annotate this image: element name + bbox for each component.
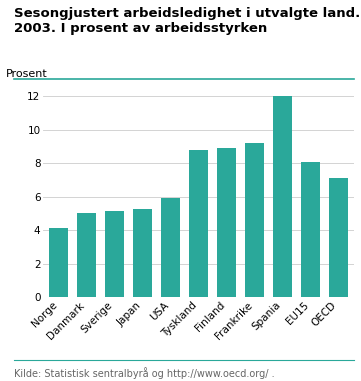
Bar [133,209,152,297]
Bar [77,213,96,297]
Bar [273,96,292,297]
Bar [217,148,236,297]
Bar [189,150,208,297]
Bar [49,227,69,297]
Text: Kilde: Statistisk sentralbyrå og http://www.oecd.org/ .: Kilde: Statistisk sentralbyrå og http://… [14,367,275,379]
Bar [161,198,180,297]
Bar [329,178,348,297]
Bar [105,211,125,297]
Bar [301,162,320,297]
Bar [245,143,264,297]
Text: Sesongjustert arbeidsledighet i utvalgte land. Februar
2003. I prosent av arbeid: Sesongjustert arbeidsledighet i utvalgte… [14,7,361,35]
Text: Prosent: Prosent [6,69,48,79]
